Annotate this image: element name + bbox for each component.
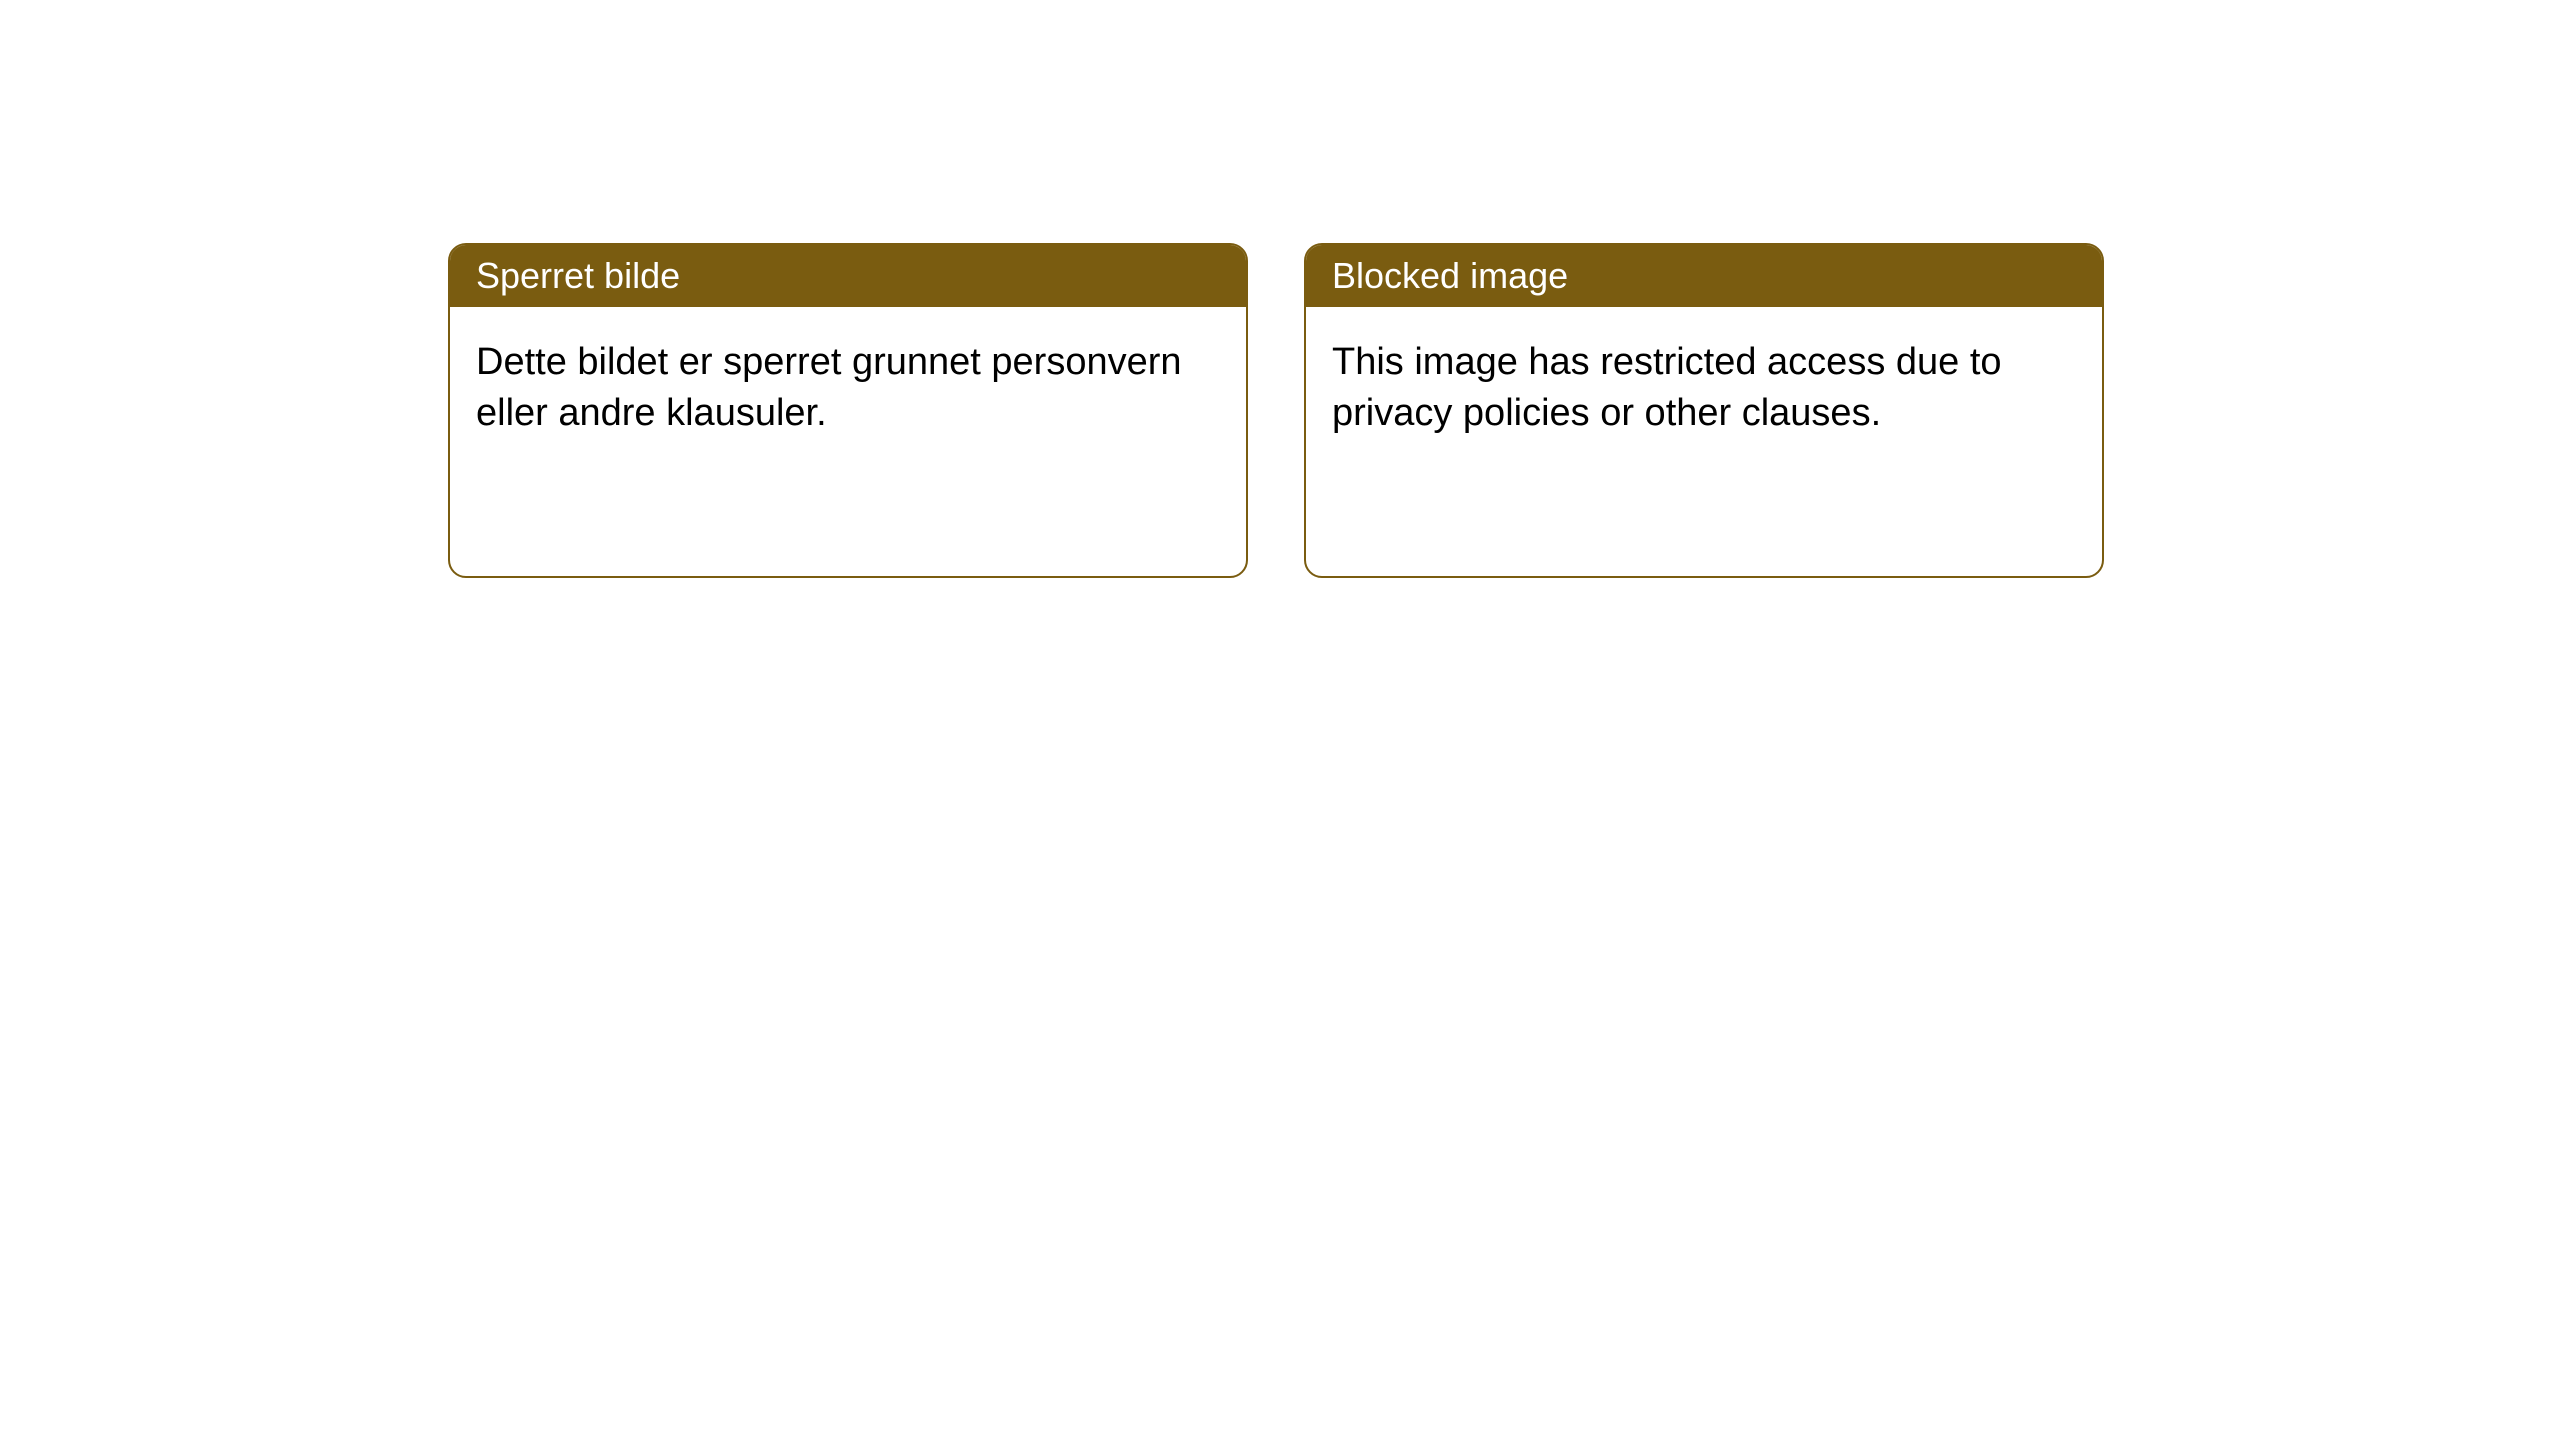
notice-cards-container: Sperret bilde Dette bildet er sperret gr… [0,0,2560,578]
notice-body-text: This image has restricted access due to … [1332,341,2002,434]
notice-header: Blocked image [1306,245,2102,307]
notice-title: Sperret bilde [476,255,680,297]
notice-header: Sperret bilde [450,245,1246,307]
notice-card-norwegian: Sperret bilde Dette bildet er sperret gr… [448,243,1248,578]
notice-card-english: Blocked image This image has restricted … [1304,243,2104,578]
notice-title: Blocked image [1332,255,1568,297]
notice-body: This image has restricted access due to … [1306,307,2102,470]
notice-body: Dette bildet er sperret grunnet personve… [450,307,1246,470]
notice-body-text: Dette bildet er sperret grunnet personve… [476,341,1182,434]
